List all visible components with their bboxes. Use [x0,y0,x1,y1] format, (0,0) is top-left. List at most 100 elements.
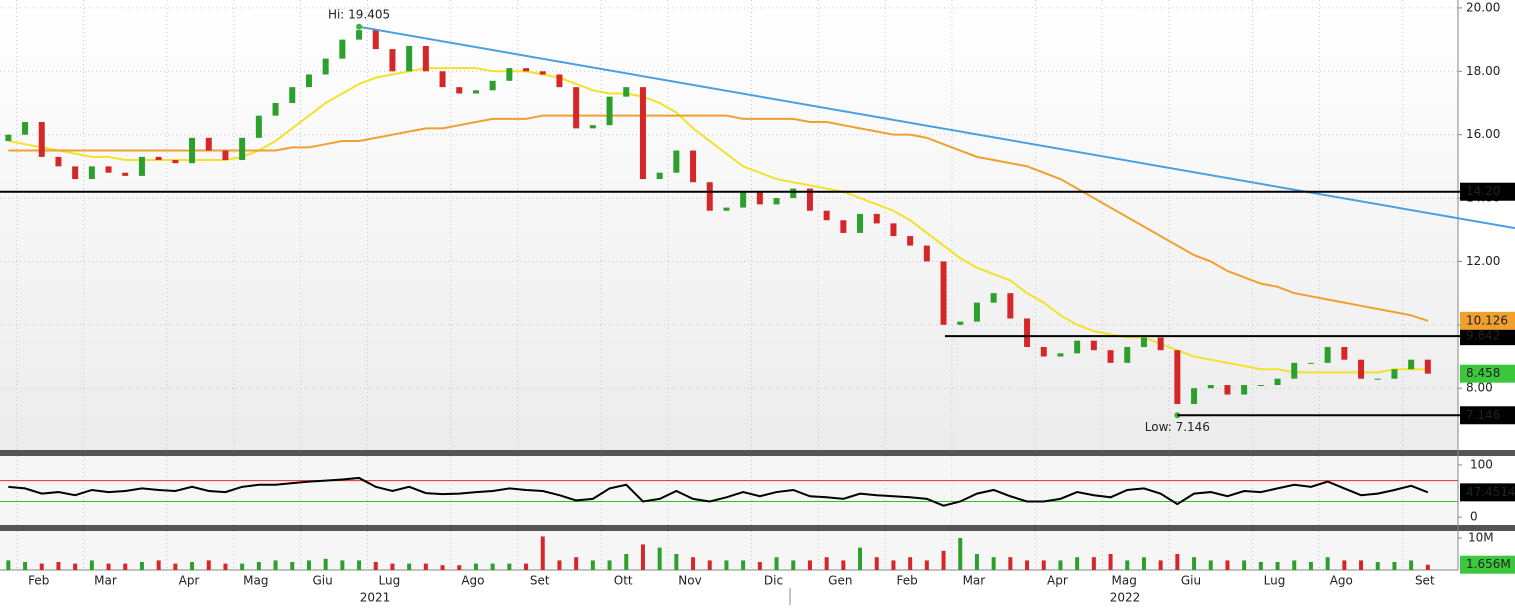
volume-bar [841,560,846,570]
x-tick-label: Ago [461,574,484,588]
candle [1057,353,1064,357]
value-label: 47.4514 [1466,485,1515,499]
y-tick-label: 8.00 [1466,381,1493,395]
divider [0,525,1515,531]
y-tick-label: 100 [1470,457,1493,471]
volume-bar [858,547,863,570]
value-box [1460,364,1515,383]
volume-bar [1392,562,1397,570]
x-tick-label: Feb [896,574,917,588]
candle [740,191,747,208]
volume-bar [1225,560,1230,570]
value-box [1460,311,1515,330]
volume-bar [1375,562,1380,570]
y-tick-label: 12.00 [1466,254,1500,268]
candle [1207,385,1214,389]
volume-bar [390,563,395,570]
y-tick-label: 0 [1470,510,1478,524]
volume-bar [6,560,11,570]
candle [1424,359,1431,374]
candle [823,210,830,221]
price-panel [0,0,1458,450]
volume-bar [1275,562,1280,570]
volume-bar [691,557,696,570]
volume-bar [123,563,128,570]
volume-bar [674,554,679,570]
candle [673,150,680,173]
volume-bar [373,562,378,570]
volume-bar [1342,560,1347,570]
candle [322,58,329,75]
volume-bar [991,557,996,570]
volume-bar [106,563,111,570]
value-box [1460,327,1515,346]
volume-bar [1125,560,1130,570]
high-marker [356,23,363,30]
volume-bar [457,565,462,570]
volume-bar [891,560,896,570]
candle [890,223,897,237]
y-tick-label: 16.00 [1466,127,1500,141]
candle [907,236,914,246]
volume-bar [624,554,629,570]
volume-bar [1359,560,1364,570]
candle [339,39,346,59]
candle [38,122,45,157]
candle [923,245,930,262]
volume-bar [473,563,478,570]
value-label: 1.656M [1466,557,1511,571]
candle [840,220,847,233]
candle [1391,369,1398,379]
value-label: 10.126 [1466,313,1508,327]
volume-bar [924,560,929,570]
candle [55,156,62,167]
candle [973,302,980,322]
candle [1140,337,1147,348]
candle [1358,359,1365,379]
candle [706,182,713,211]
candle [656,172,663,180]
candle [122,172,129,176]
candle [773,198,780,205]
value-box [1460,555,1515,574]
value-label: 7.146 [1466,408,1500,422]
candle [873,213,880,224]
x-tick-label: Giu [1181,574,1201,588]
high-label: Hi: 19.405 [328,7,390,21]
candle [72,166,79,180]
volume-bar [256,562,261,570]
volume-bar [657,547,662,570]
x-tick-label: Mag [1112,574,1137,588]
candle [790,188,797,199]
volume-bar [1409,560,1414,570]
candle [372,30,379,50]
volume-bar [1242,560,1247,570]
candle [806,188,813,211]
volume-bar [73,563,78,570]
volume-bar [89,560,94,570]
candle [990,293,997,303]
year-label: 2022 [1110,591,1141,605]
volume-bar [1025,560,1030,570]
volume-bar [1108,554,1113,570]
candle [1074,340,1081,354]
x-tick-label: Gen [828,574,852,588]
candle [1257,385,1264,387]
candle [1157,337,1164,351]
value-box [1460,483,1515,502]
volume-bar [206,560,211,570]
candle [1374,378,1381,380]
volume-bar [607,560,612,570]
candle [439,71,446,88]
volume-bar [757,562,762,570]
volume-bar [323,558,328,570]
candle [1007,293,1014,319]
volume-bar [1208,560,1213,570]
candle [1324,347,1331,363]
x-tick-label: Mar [963,574,986,588]
candle [472,90,479,94]
volume-bar [240,563,245,570]
candle [690,150,697,183]
